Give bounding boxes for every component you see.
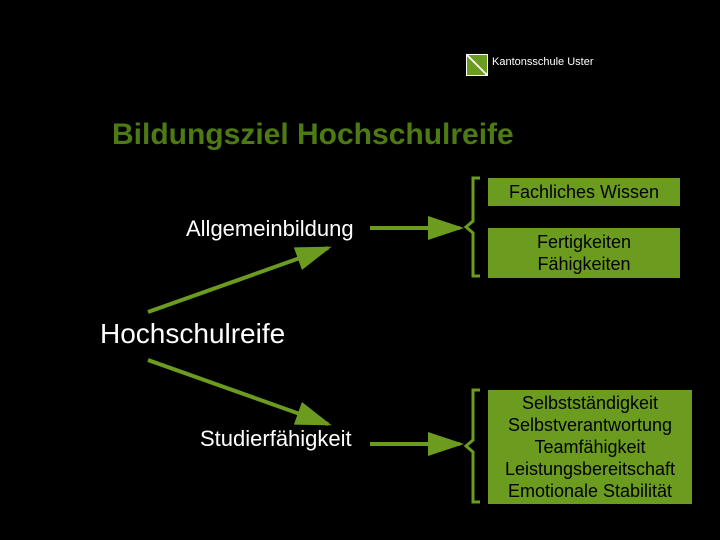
box-fachliches-wissen: Fachliches Wissen — [488, 178, 680, 206]
box-line: Emotionale Stabilität — [508, 480, 672, 502]
bracket — [466, 178, 480, 276]
box-line: Leistungsbereitschaft — [505, 458, 675, 480]
box-line: Fertigkeiten — [537, 231, 631, 253]
arrow — [148, 360, 328, 424]
box-fertigkeiten: FertigkeitenFähigkeiten — [488, 228, 680, 278]
logo-square — [466, 54, 488, 76]
slide-title: Bildungsziel Hochschulreife — [112, 118, 514, 152]
box-line: Selbstständigkeit — [522, 392, 658, 414]
box-line: Selbstverantwortung — [508, 414, 672, 436]
box-line: Teamfähigkeit — [534, 436, 645, 458]
brand-text: Kantonsschule Uster — [492, 56, 594, 68]
slide-canvas: Kantonsschule Uster Bildungsziel Hochsch… — [0, 0, 720, 540]
bracket — [466, 390, 480, 502]
box-studierfaehigkeit-items: SelbstständigkeitSelbstverantwortungTeam… — [488, 390, 692, 504]
node-hochschulreife: Hochschulreife — [100, 318, 285, 350]
node-studierfaehigkeit: Studierfähigkeit — [200, 426, 352, 452]
box-line: Fachliches Wissen — [509, 181, 659, 203]
arrow — [148, 248, 328, 312]
node-allgemeinbildung: Allgemeinbildung — [186, 216, 354, 242]
box-line: Fähigkeiten — [537, 253, 630, 275]
